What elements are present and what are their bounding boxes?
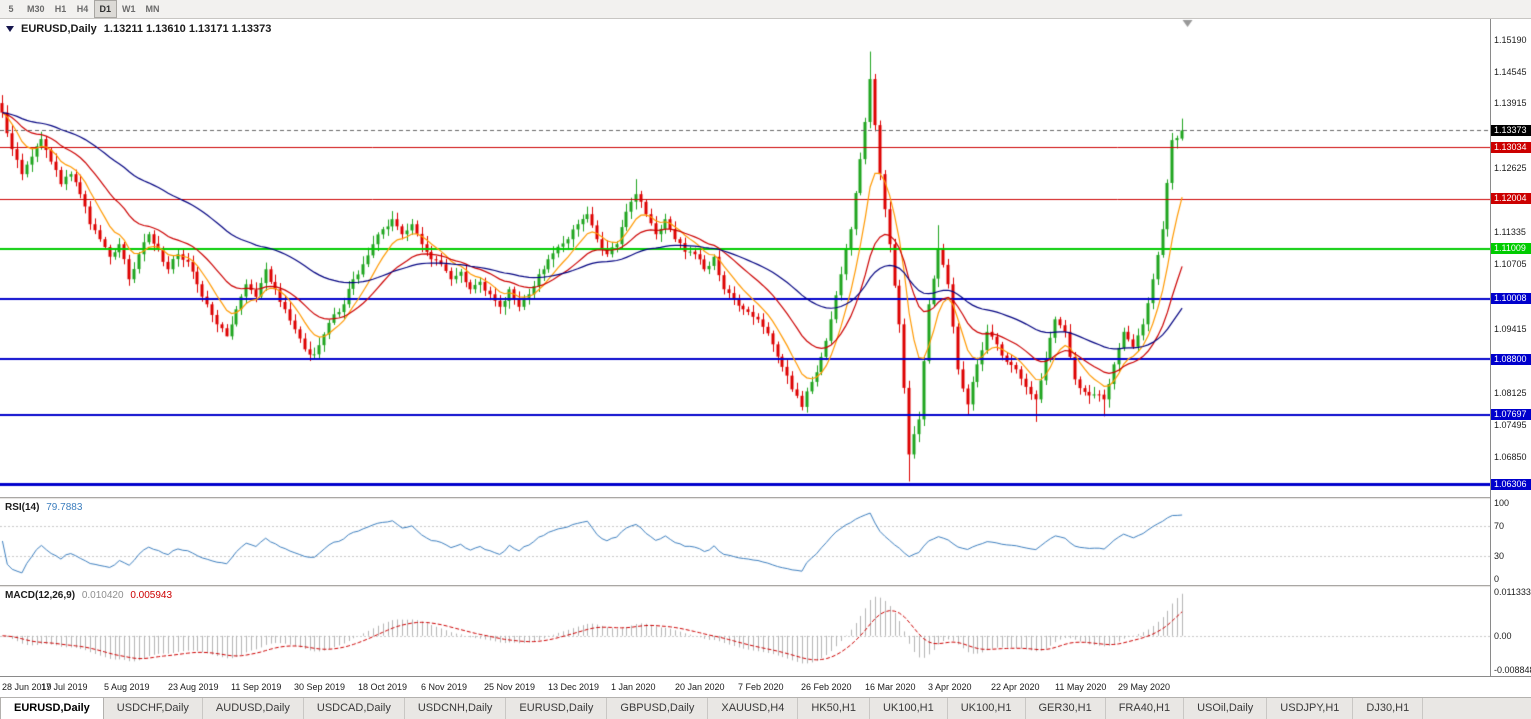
date-tick-label: 23 Aug 2019: [168, 682, 219, 692]
price-line-label: 1.06306: [1491, 479, 1531, 490]
rsi-indicator-name: RSI(14): [5, 502, 40, 513]
chart-symbol-label: EURUSD,Daily: [21, 23, 97, 35]
rsi-indicator-value: 79.7883: [46, 502, 83, 513]
date-tick-label: 28 Jun 2019: [2, 682, 52, 692]
price-line-label: 1.13373: [1491, 125, 1531, 136]
date-tick-label: 3 Apr 2020: [928, 682, 972, 692]
timeframe-button-h1[interactable]: H1: [54, 4, 67, 14]
date-tick-label: 25 Nov 2019: [484, 682, 536, 692]
macd-pane: MACD(12,26,9) 0.010420 0.005943: [0, 588, 1490, 676]
macd-signal-value: 0.005943: [130, 590, 173, 601]
macd-label: MACD(12,26,9) 0.010420 0.005943: [5, 590, 172, 601]
axis-tick-label: 1.13915: [1494, 98, 1527, 108]
chart-tab-eurusd-daily[interactable]: EURUSD,Daily: [506, 698, 608, 719]
axis-tick-label: 0: [1494, 574, 1500, 584]
chart-tab-eurusd-daily[interactable]: EURUSD,Daily: [0, 698, 104, 719]
axis-tick-label: 1.10705: [1494, 259, 1527, 269]
chart-tab-uk100-h1[interactable]: UK100,H1: [870, 698, 948, 719]
chart-tab-gbpusd-daily[interactable]: GBPUSD,Daily: [607, 698, 709, 719]
chart-tab-usdcnh-daily[interactable]: USDCNH,Daily: [405, 698, 507, 719]
date-tick-label: 16 Mar 2020: [865, 682, 916, 692]
chart-ohlc-values: 1.13211 1.13610 1.13171 1.13373: [103, 23, 272, 35]
axis-tick-label: 0.0113337: [1494, 587, 1531, 597]
axis-tick-label: 1.07495: [1494, 420, 1527, 430]
date-tick-label: 30 Sep 2019: [294, 682, 346, 692]
chart-header: EURUSD,Daily 1.13211 1.13610 1.13171 1.1…: [6, 23, 271, 35]
axis-tick-label: 1.06850: [1494, 452, 1527, 462]
chart-tab-fra40-h1[interactable]: FRA40,H1: [1106, 698, 1185, 719]
timeframe-button-m30[interactable]: M30: [27, 4, 45, 14]
chart-tab-ger30-h1[interactable]: GER30,H1: [1026, 698, 1106, 719]
date-tick-label: 7 Feb 2020: [738, 682, 784, 692]
price-line-label: 1.10008: [1491, 293, 1531, 304]
chart-tab-usdchf-daily[interactable]: USDCHF,Daily: [104, 698, 203, 719]
chart-tab-usoil-daily[interactable]: USOil,Daily: [1184, 698, 1268, 719]
chart-tab-audusd-daily[interactable]: AUDUSD,Daily: [203, 698, 304, 719]
timeframe-button-d1[interactable]: D1: [93, 0, 118, 18]
chart-tab-uk100-h1[interactable]: UK100,H1: [948, 698, 1026, 719]
axis-tick-label: 1.09415: [1494, 324, 1527, 334]
axis-tick-label: 1.12625: [1494, 163, 1527, 173]
axis-tick-label: 1.08125: [1494, 388, 1527, 398]
timeframe-toolbar: 5 M30 H1 H4 D1 W1 MN: [0, 0, 1531, 19]
price-line-label: 1.11009: [1491, 243, 1531, 254]
axis-tick-label: 1.14545: [1494, 67, 1527, 77]
price-line-label: 1.12004: [1491, 193, 1531, 204]
chart-tab-hk50-h1[interactable]: HK50,H1: [798, 698, 870, 719]
date-tick-label: 20 Jan 2020: [675, 682, 725, 692]
chart-tab-usdcad-daily[interactable]: USDCAD,Daily: [304, 698, 405, 719]
price-chart-canvas[interactable]: [0, 19, 1490, 497]
date-tick-label: 11 Sep 2019: [231, 682, 282, 692]
price-line-label: 1.07697: [1491, 409, 1531, 420]
date-tick-label: 6 Nov 2019: [421, 682, 468, 692]
pane-splitter[interactable]: [0, 497, 1531, 500]
price-line-label: 1.13034: [1491, 142, 1531, 153]
axis-tick-label: 1.11335: [1494, 227, 1526, 237]
axis-tick-label: -0.008848: [1494, 665, 1531, 675]
timeframe-button-mn[interactable]: MN: [145, 4, 160, 14]
price-axis[interactable]: 1.15190 1.14545 1.13915 1.12625 1.11335 1.107…: [1490, 19, 1531, 676]
chart-tab-bar: EURUSD,Daily USDCHF,Daily AUDUSD,Daily USDC…: [0, 697, 1531, 719]
timeframe-button-w1[interactable]: W1: [122, 4, 136, 14]
date-tick-label: 17 Jul 2019: [41, 682, 88, 692]
rsi-pane: RSI(14) 79.7883: [0, 500, 1490, 585]
price-line-label: 1.08800: [1491, 354, 1531, 365]
pane-splitter[interactable]: [0, 585, 1531, 588]
rsi-canvas[interactable]: [0, 500, 1490, 585]
date-tick-label: 26 Feb 2020: [801, 682, 852, 692]
chart-tab-dj30-h1[interactable]: DJ30,H1: [1353, 698, 1424, 719]
date-tick-label: 1 Jan 2020: [611, 682, 656, 692]
one-click-trading-toggle[interactable]: [6, 26, 14, 32]
timeframe-button-5[interactable]: 5: [8, 4, 14, 14]
macd-canvas[interactable]: [0, 588, 1490, 676]
date-tick-label: 13 Dec 2019: [548, 682, 600, 692]
rsi-label: RSI(14) 79.7883: [5, 502, 82, 513]
axis-tick-label: 100: [1494, 498, 1510, 508]
date-tick-label: 5 Aug 2019: [104, 682, 150, 692]
macd-indicator-name: MACD(12,26,9): [5, 590, 76, 601]
date-tick-label: 29 May 2020: [1118, 682, 1171, 692]
macd-hist-value: 0.010420: [81, 590, 124, 601]
axis-tick-label: 30: [1494, 551, 1505, 561]
axis-tick-label: 1.15190: [1494, 35, 1527, 45]
date-tick-label: 22 Apr 2020: [991, 682, 1040, 692]
time-axis[interactable]: 28 Jun 2019 17 Jul 2019 5 Aug 2019 23 Aug 2…: [0, 676, 1531, 697]
main-chart-pane: EURUSD,Daily 1.13211 1.13610 1.13171 1.1…: [0, 19, 1490, 497]
date-tick-label: 18 Oct 2019: [358, 682, 408, 692]
axis-tick-label: 70: [1494, 521, 1505, 531]
date-tick-label: 11 May 2020: [1055, 682, 1107, 692]
timeframe-button-h4[interactable]: H4: [76, 4, 89, 14]
chart-tab-usdjpy-h1[interactable]: USDJPY,H1: [1267, 698, 1354, 719]
axis-tick-label: 0.00: [1494, 631, 1512, 641]
chart-tab-xauusd-h4[interactable]: XAUUSD,H4: [708, 698, 799, 719]
